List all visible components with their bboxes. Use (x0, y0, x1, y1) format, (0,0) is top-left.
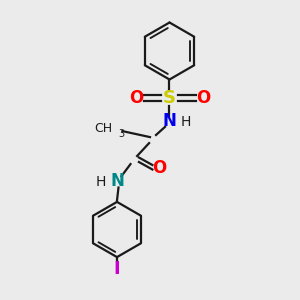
Text: 3: 3 (118, 129, 124, 139)
Text: N: N (163, 112, 176, 130)
Text: O: O (152, 159, 166, 177)
Text: O: O (129, 89, 144, 107)
Text: O: O (196, 89, 211, 107)
Text: H: H (181, 115, 191, 128)
Text: N: N (110, 172, 124, 190)
Text: CH: CH (94, 122, 112, 135)
Text: S: S (163, 89, 176, 107)
Text: H: H (95, 175, 106, 188)
Text: I: I (114, 260, 120, 278)
